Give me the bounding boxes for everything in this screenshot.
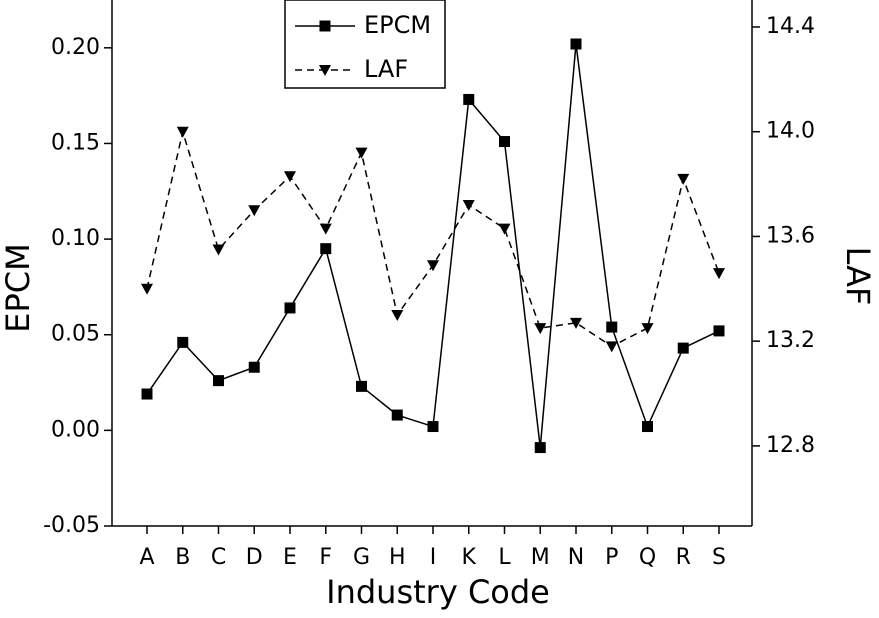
x-tick-label: F bbox=[319, 545, 332, 570]
x-tick-label: G bbox=[353, 545, 370, 570]
x-tick-label: R bbox=[676, 545, 691, 570]
marker bbox=[284, 302, 296, 314]
y-tick-label: -0.05 bbox=[43, 513, 100, 538]
y2-tick-label: 13.6 bbox=[766, 223, 815, 248]
x-tick-label: N bbox=[568, 545, 584, 570]
marker bbox=[177, 336, 189, 348]
marker bbox=[427, 421, 439, 433]
x-tick-label: A bbox=[139, 545, 154, 570]
series-line bbox=[146, 128, 720, 348]
x-tick-label: K bbox=[462, 545, 477, 570]
marker bbox=[212, 244, 225, 256]
marker bbox=[319, 20, 331, 32]
y-tick-label: 0.10 bbox=[51, 226, 100, 251]
y-tick-label: 0.05 bbox=[51, 322, 100, 347]
marker bbox=[463, 93, 475, 105]
marker bbox=[141, 283, 153, 295]
marker bbox=[462, 200, 475, 212]
x-tick-label: Q bbox=[639, 545, 656, 570]
marker bbox=[534, 323, 547, 335]
x-axis-label: Industry Code bbox=[326, 573, 550, 611]
marker bbox=[534, 442, 546, 454]
x-tick-label: E bbox=[283, 545, 297, 570]
x-tick-label: D bbox=[246, 545, 263, 570]
marker bbox=[642, 421, 653, 433]
y2-tick-label: 14.4 bbox=[766, 14, 815, 39]
marker bbox=[391, 309, 404, 321]
marker bbox=[176, 126, 189, 138]
legend-box bbox=[284, 0, 446, 89]
y-tick-label: 0.15 bbox=[51, 130, 100, 155]
legend-label: EPCM bbox=[364, 11, 431, 39]
marker bbox=[141, 388, 153, 400]
marker bbox=[427, 260, 439, 272]
marker bbox=[355, 147, 368, 159]
marker bbox=[319, 65, 331, 76]
x-tick-label: M bbox=[531, 545, 550, 570]
marker bbox=[356, 380, 367, 392]
marker bbox=[713, 325, 725, 337]
x-tick-label: S bbox=[712, 545, 726, 570]
x-tick-label: C bbox=[211, 545, 226, 570]
y2-tick-label: 13.2 bbox=[766, 328, 815, 353]
series-line bbox=[146, 43, 720, 448]
marker bbox=[284, 171, 296, 183]
legend-label: LAF bbox=[364, 55, 408, 83]
x-tick-label: P bbox=[605, 545, 618, 570]
x-tick-label: B bbox=[175, 545, 190, 570]
marker bbox=[499, 136, 510, 148]
marker bbox=[641, 323, 654, 335]
y2-tick-label: 12.8 bbox=[766, 433, 815, 458]
x-tick-label: L bbox=[498, 545, 511, 570]
marker bbox=[213, 375, 224, 387]
x-tick-label: H bbox=[389, 545, 406, 570]
marker bbox=[605, 341, 618, 353]
marker bbox=[248, 361, 260, 373]
marker bbox=[319, 223, 332, 235]
y2-tick-label: 14.0 bbox=[766, 119, 815, 144]
y2-axis-label: LAF bbox=[839, 247, 877, 306]
y-tick-label: 0.00 bbox=[51, 417, 100, 442]
marker bbox=[570, 38, 582, 50]
y-axis-label: EPCM bbox=[0, 243, 37, 332]
x-tick-label: I bbox=[430, 545, 437, 570]
marker bbox=[606, 321, 618, 333]
marker bbox=[391, 409, 403, 421]
marker bbox=[570, 317, 582, 329]
marker bbox=[498, 223, 511, 235]
marker bbox=[713, 268, 725, 280]
marker bbox=[320, 243, 332, 255]
marker bbox=[248, 205, 261, 217]
marker bbox=[677, 173, 690, 185]
marker bbox=[677, 342, 689, 354]
y-tick-label: 0.20 bbox=[51, 35, 100, 60]
